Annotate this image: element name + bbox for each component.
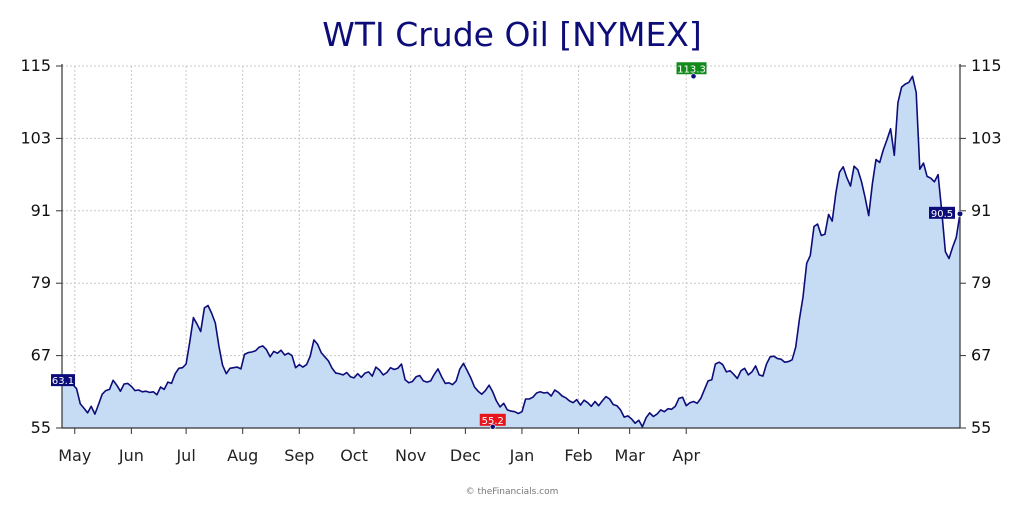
- high-value-badge-box: [676, 62, 707, 75]
- x-tick-label: Jun: [118, 446, 144, 465]
- start-value-badge-label: 63.1: [52, 376, 74, 387]
- x-tick-label: Feb: [564, 446, 592, 465]
- chart-title: WTI Crude Oil [NYMEX]: [322, 15, 702, 54]
- y-tick-label-right: 67: [971, 346, 991, 365]
- last-value-badge-box: [929, 206, 955, 219]
- last-value-badge-label: 90.5: [931, 209, 953, 220]
- value-badges: 63.1 55.2 113.3 90.5: [51, 62, 964, 430]
- y-tick-label-right: 91: [971, 201, 991, 220]
- x-tick-label: Jul: [175, 446, 195, 465]
- y-tick-label-left: 103: [20, 128, 51, 147]
- low-value-badge-label: 55.2: [482, 416, 504, 427]
- high-value-badge-label: 113.3: [677, 64, 706, 75]
- low-point-marker: [489, 423, 496, 430]
- x-tick-label: May: [58, 446, 91, 465]
- low-value-badge-box: [479, 413, 506, 426]
- y-tick-label-right: 55: [971, 418, 991, 437]
- axes: [61, 64, 961, 429]
- x-axis-ticks: May Jun Jul Aug Sep Oct Nov Dec Jan Feb Mar Apr: [58, 428, 700, 465]
- x-tick-label: Dec: [450, 446, 481, 465]
- price-area-fill: [62, 76, 960, 429]
- y-tick-label-left: 55: [31, 418, 51, 437]
- y-tick-label-left: 115: [20, 56, 51, 75]
- y-tick-label-left: 67: [31, 346, 51, 365]
- x-tick-label: Oct: [340, 446, 368, 465]
- y-tick-label-right: 103: [971, 128, 1002, 147]
- y-tick-label-right: 115: [971, 56, 1002, 75]
- y-axis-right-ticks: 55 67 79 91 103 115: [960, 56, 1002, 437]
- y-tick-label-left: 91: [31, 201, 51, 220]
- y-tick-label-left: 79: [31, 273, 51, 292]
- x-tick-label: Mar: [615, 446, 646, 465]
- x-tick-label: Nov: [395, 446, 426, 465]
- x-tick-label: Jan: [509, 446, 535, 465]
- y-tick-label-right: 79: [971, 273, 991, 292]
- x-tick-label: Apr: [672, 446, 700, 465]
- y-axis-left-ticks: 55 67 79 91 103 115: [20, 56, 62, 437]
- x-tick-label: Aug: [227, 446, 258, 465]
- high-point-marker: [690, 73, 697, 80]
- price-line: [61, 75, 961, 428]
- start-value-badge-box: [51, 374, 75, 387]
- credit-text: © theFinancials.com: [466, 487, 559, 497]
- x-tick-label: Sep: [284, 446, 314, 465]
- last-point-marker: [956, 210, 964, 217]
